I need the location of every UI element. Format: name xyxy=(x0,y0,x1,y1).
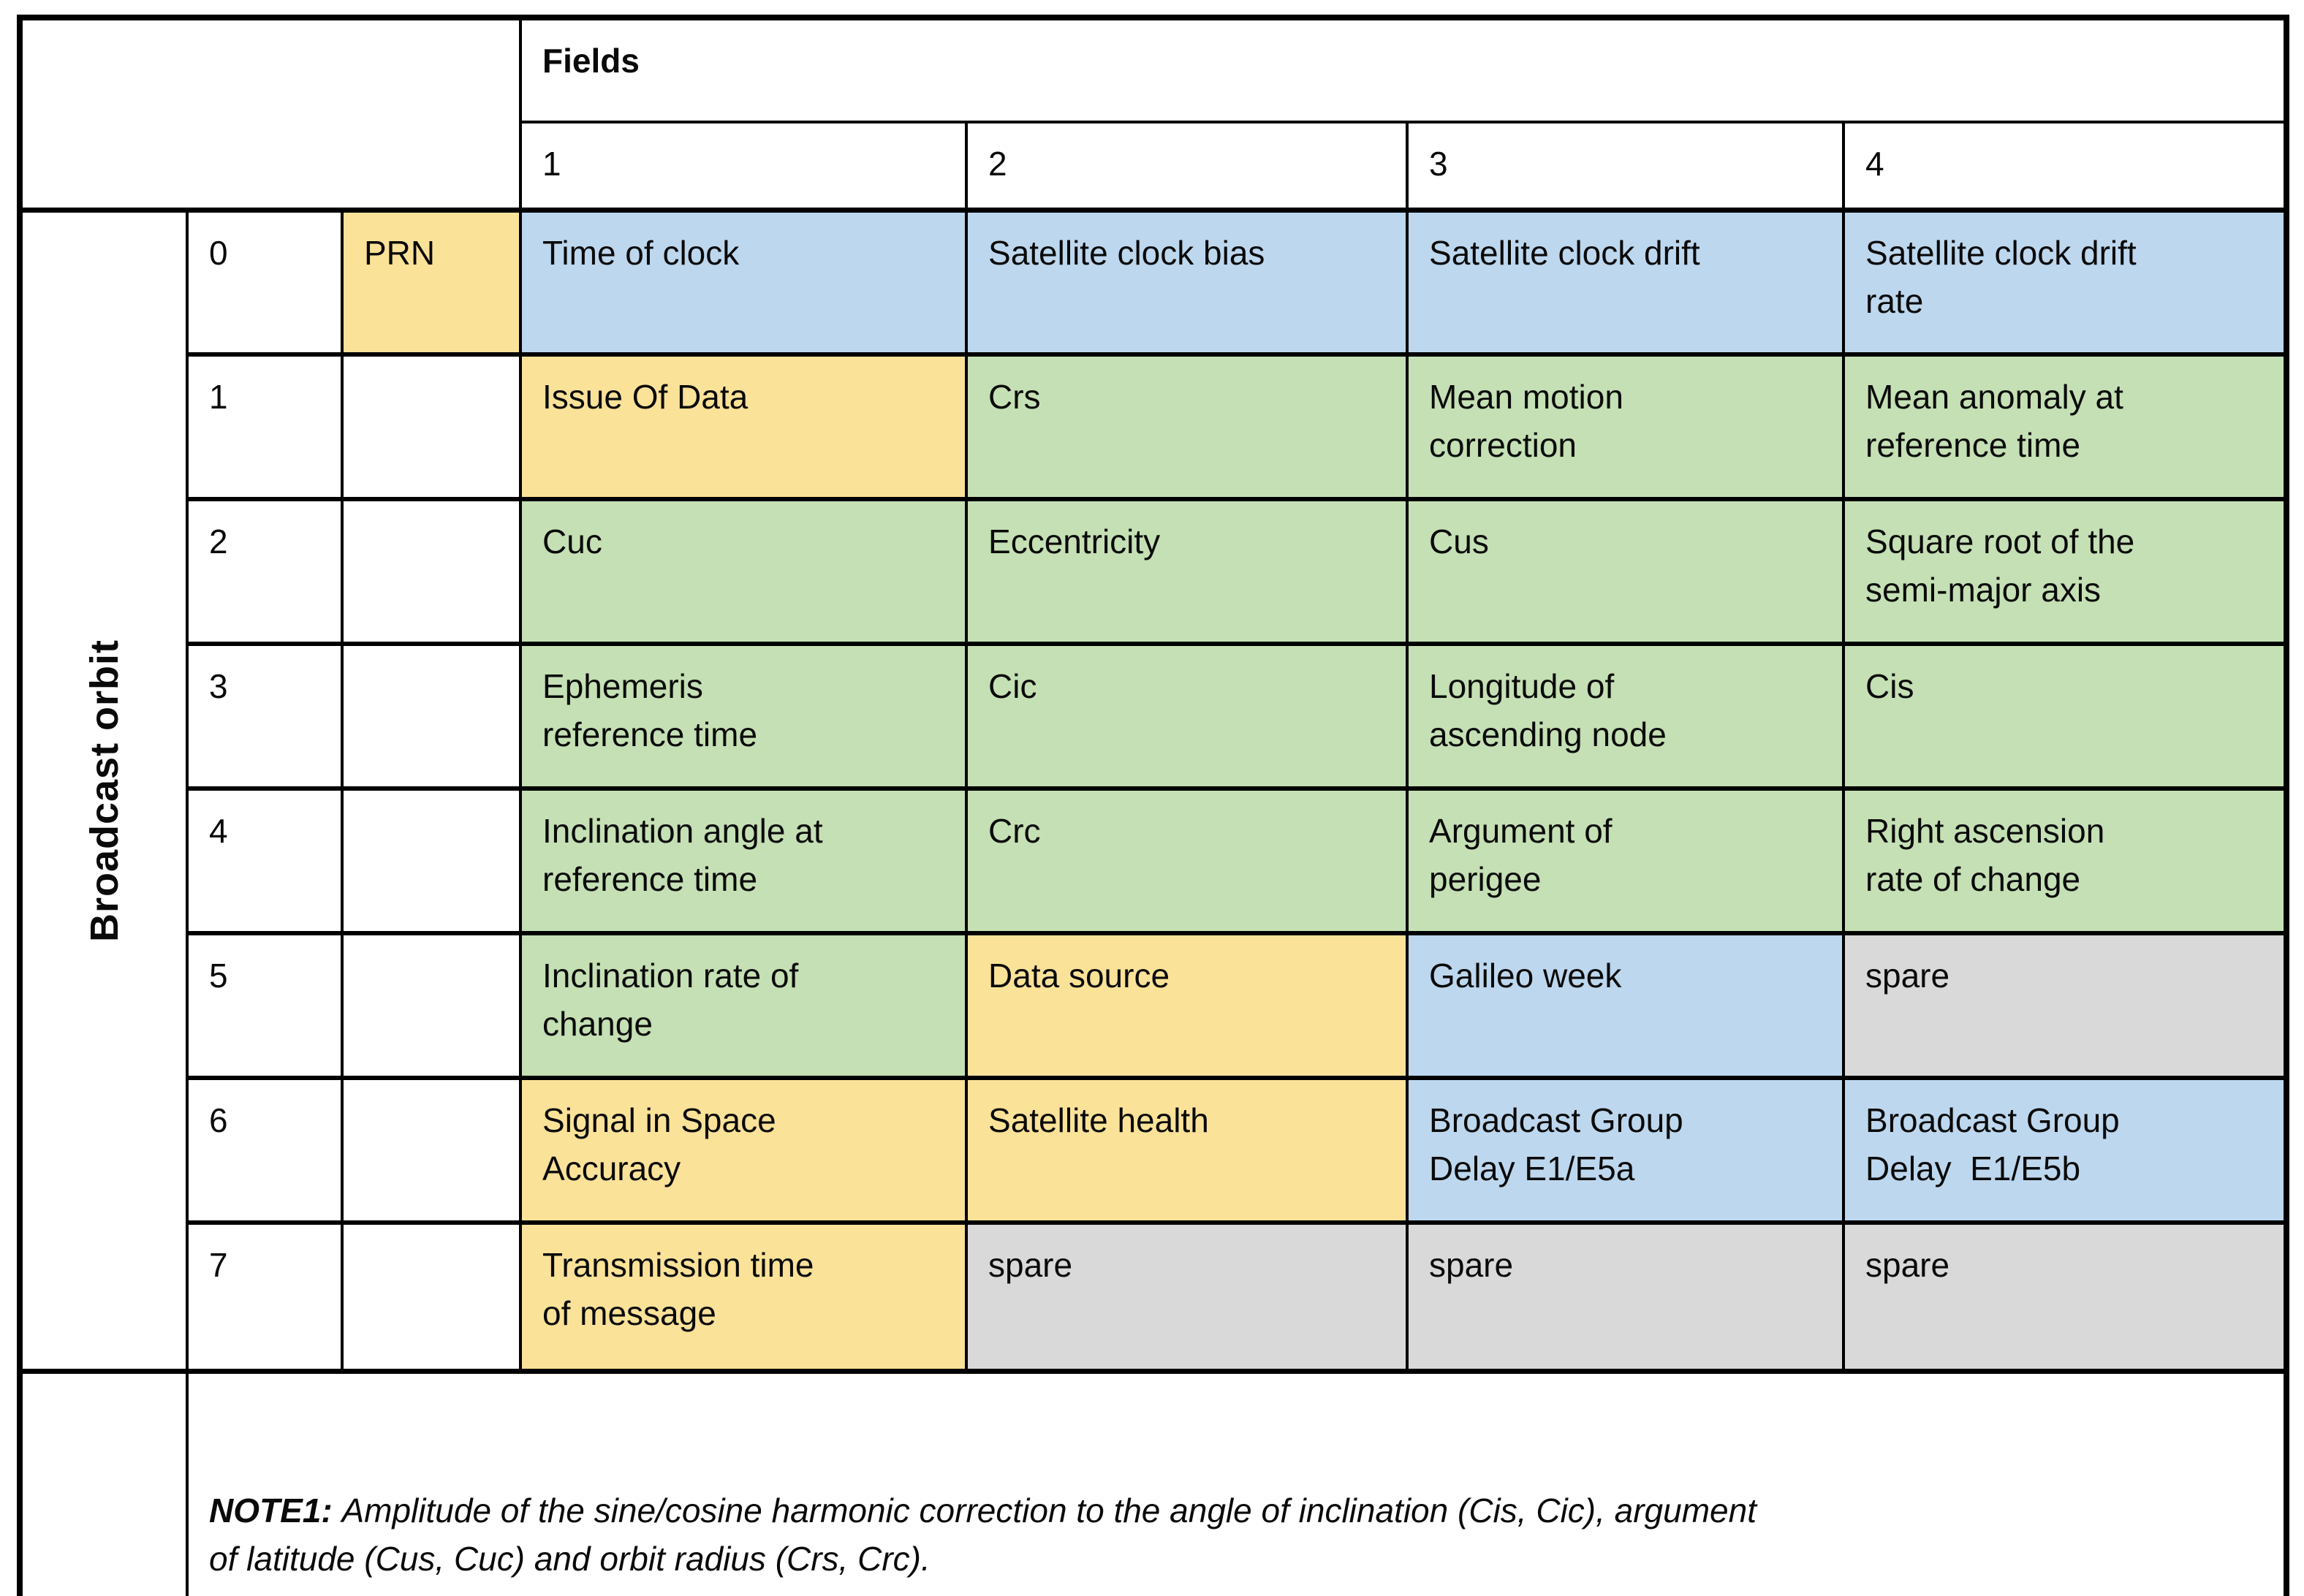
field-cell: Inclination rate of change xyxy=(519,931,969,1080)
field-cell: Broadcast Group Delay E1/E5a xyxy=(1406,1076,1846,1225)
field-cell: spare xyxy=(1842,931,2289,1080)
table-row: 1 Issue Of Data Crs Mean motion correcti… xyxy=(20,352,2289,501)
field-cell: Mean motion correction xyxy=(1406,352,1846,501)
note1: NOTE1: Amplitude of the sine/cosine harm… xyxy=(209,1486,2266,1583)
prn-cell xyxy=(340,497,523,646)
table-row: 6 Signal in Space Accuracy Satellite hea… xyxy=(20,1076,2289,1225)
fields-header: Fields xyxy=(519,16,2289,123)
field-cell: Crc xyxy=(965,786,1409,935)
field-cell: Data source xyxy=(965,931,1409,1080)
field-cell: Transmission time of message xyxy=(519,1220,969,1373)
row-number: 2 xyxy=(186,497,344,646)
field-cell: Satellite clock drift xyxy=(1406,207,1846,357)
prn-cell xyxy=(340,1076,523,1225)
field-cell: Inclination angle at reference time xyxy=(519,786,969,935)
field-cell: spare xyxy=(965,1220,1409,1373)
field-cell: Cic xyxy=(965,642,1409,791)
table-row: 2 Cuc Eccentricity Cus Square root of th… xyxy=(20,497,2289,646)
prn-cell xyxy=(340,931,523,1080)
field-cell: Galileo week xyxy=(1406,931,1846,1080)
notes-row: NOTE1: Amplitude of the sine/cosine harm… xyxy=(18,1368,2289,1596)
row-number: 7 xyxy=(186,1220,344,1373)
field-cell: Square root of the semi-major axis xyxy=(1842,497,2289,646)
row-number: 6 xyxy=(186,1076,344,1225)
corner-cell xyxy=(18,16,523,211)
column-numbers-row: 1 2 3 4 xyxy=(20,121,2289,213)
field-cell: Cis xyxy=(1842,642,2289,791)
field-cell: Argument of perigee xyxy=(1406,786,1846,935)
notes-cell: NOTE1: Amplitude of the sine/cosine harm… xyxy=(185,1368,2289,1596)
field-cell: spare xyxy=(1842,1220,2289,1373)
field-cell: Satellite clock bias xyxy=(965,207,1409,357)
field-cell: Right ascension rate of change xyxy=(1842,786,2289,935)
field-cell: Issue Of Data xyxy=(519,352,969,501)
prn-cell xyxy=(340,352,523,501)
field-cell: spare xyxy=(1406,1220,1846,1373)
table-row: Broadcast orbit 0 PRN Time of clock Sate… xyxy=(18,207,2289,1373)
field-cell: Cus xyxy=(1406,497,1846,646)
prn-cell xyxy=(340,1220,523,1373)
prn-cell: PRN xyxy=(340,207,523,357)
row-number: 0 xyxy=(186,207,344,357)
field-cell: Broadcast Group Delay E1/E5b xyxy=(1842,1076,2289,1225)
field-cell: Mean anomaly at reference time xyxy=(1842,352,2289,501)
prn-cell xyxy=(340,786,523,935)
field-cell: Signal in Space Accuracy xyxy=(519,1076,969,1225)
note1-text: Amplitude of the sine/cosine harmonic co… xyxy=(209,1491,1757,1578)
broadcast-orbit-label-cell: Broadcast orbit xyxy=(18,207,189,1373)
table-row: 3 Ephemeris reference time Cic Longitude… xyxy=(20,642,2289,791)
column-header-1: 1 xyxy=(519,121,969,213)
note1-label: NOTE1: xyxy=(209,1491,342,1530)
row-number: 3 xyxy=(186,642,344,791)
fields-header-row: Fields xyxy=(18,16,2289,211)
table-row: 7 Transmission time of message spare spa… xyxy=(20,1220,2289,1373)
column-header-3: 3 xyxy=(1406,121,1846,213)
notes-left-cell xyxy=(18,1368,189,1596)
broadcast-orbit-table: Fields 1 2 3 4 Broadcast orbit 0 PRN Tim… xyxy=(17,15,2290,1596)
table-row: 4 Inclination angle at reference time Cr… xyxy=(20,786,2289,935)
field-cell: Time of clock xyxy=(519,207,969,357)
field-cell: Ephemeris reference time xyxy=(519,642,969,791)
field-cell: Eccentricity xyxy=(965,497,1409,646)
prn-cell xyxy=(340,642,523,791)
field-cell: Cuc xyxy=(519,497,969,646)
row-number: 5 xyxy=(186,931,344,1080)
field-cell: Satellite clock drift rate xyxy=(1842,207,2289,357)
column-header-2: 2 xyxy=(965,121,1409,213)
field-cell: Longitude of ascending node xyxy=(1406,642,1846,791)
field-cell: Satellite health xyxy=(965,1076,1409,1225)
column-header-4: 4 xyxy=(1842,121,2289,213)
table-row: 5 Inclination rate of change Data source… xyxy=(20,931,2289,1080)
row-number: 4 xyxy=(186,786,344,935)
field-cell: Crs xyxy=(965,352,1409,501)
row-number: 1 xyxy=(186,352,344,501)
broadcast-orbit-label: Broadcast orbit xyxy=(82,639,126,942)
